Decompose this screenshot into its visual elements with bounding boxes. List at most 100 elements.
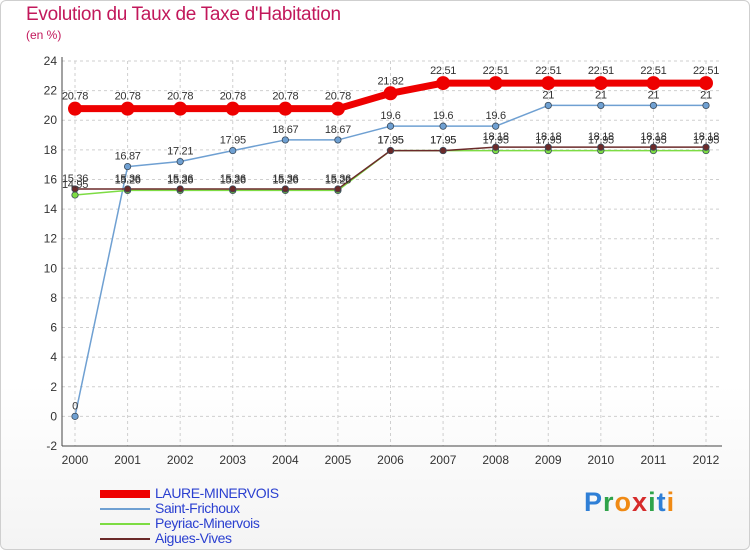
data-point [649,101,658,110]
x-tick-label: 2007 [430,453,457,467]
data-point [702,101,710,110]
data-point [68,101,82,116]
y-tick-label: 0 [50,409,57,423]
data-point [334,136,342,144]
data-label: 19.6 [433,110,453,122]
data-label: 17.95 [377,135,403,147]
data-point [492,143,500,151]
x-tick-label: 2011 [641,453,667,467]
x-tick-label: 2008 [482,453,509,467]
data-point [71,191,79,199]
x-tick-label: 2003 [219,453,246,467]
x-tick-label: 2002 [167,453,194,467]
y-tick-label: -2 [46,439,57,453]
x-tick-label: 2009 [535,453,562,467]
data-label: 18.67 [272,124,298,136]
data-point [439,122,447,130]
data-label: 15.36 [272,173,298,185]
x-tick-label: 2004 [272,453,299,467]
data-label: 16.87 [115,151,141,163]
data-label: 18.18 [640,131,666,143]
proxiti-logo: Proxiti [584,487,675,518]
logo-letter: i [648,487,657,517]
x-tick-label: 2010 [587,453,614,467]
data-label: 20.78 [62,91,88,103]
data-label: 21 [542,89,554,101]
data-point [278,101,293,116]
y-tick-label: 24 [44,54,58,68]
logo-letter: i [666,487,676,517]
data-point [176,157,184,166]
data-label: 22.51 [588,65,614,77]
data-label: 15.36 [220,173,246,185]
data-label: 20.78 [220,91,246,103]
x-tick-label: 2006 [377,453,404,467]
data-point [386,122,395,130]
data-point [281,185,289,193]
y-tick-label: 14 [44,202,58,216]
data-label: 20.78 [167,91,193,103]
x-tick-label: 2000 [62,453,89,467]
logo-letter: x [632,487,649,517]
data-point [71,412,79,420]
data-point [488,76,503,91]
data-label: 17.95 [535,135,561,147]
data-point [176,185,184,193]
data-label: 15.26 [325,174,351,186]
legend-swatch [100,523,150,525]
data-label: 18.18 [693,131,719,143]
chart-title: Evolution du Taux de Taxe d'Habitation [26,4,341,25]
logo-letter: r [603,487,615,517]
chart-subtitle: (en %) [26,28,62,42]
data-label: 18.67 [325,124,351,136]
data-point [281,136,289,144]
data-label: 22.51 [535,65,561,77]
data-label: 20.78 [272,91,298,103]
data-point [544,143,552,151]
logo-letter: P [584,487,604,517]
legend-swatch [100,508,150,510]
data-point [597,101,605,110]
data-label: 22.51 [693,65,719,77]
data-label: 19.6 [380,110,400,122]
data-label: 15.26 [220,174,246,186]
y-tick-label: 20 [44,113,58,127]
data-point [120,101,135,116]
data-point [383,86,398,101]
data-label: 17.95 [693,135,719,147]
data-label: 15.36 [167,173,193,185]
data-label: 20.78 [325,91,351,103]
data-point [173,101,188,116]
data-point [386,146,395,155]
data-label: 17.95 [640,135,666,147]
data-point [330,101,345,116]
data-point [123,185,132,193]
logo-letter: o [614,487,633,517]
y-tick-label: 2 [50,380,57,394]
x-tick-label: 2012 [693,453,720,467]
y-tick-label: 16 [44,172,58,186]
data-point [225,101,240,116]
data-label: 17.95 [220,135,246,147]
data-point [334,185,342,193]
data-point [593,76,608,91]
data-label: 21 [648,89,660,101]
data-label: 14.95 [62,179,88,191]
y-tick-label: 22 [44,84,58,98]
data-label: 21 [700,89,712,101]
data-label: 19.6 [486,110,506,122]
y-tick-label: 12 [44,232,58,246]
x-tick-label: 2005 [325,453,352,467]
data-label: 15.36 [62,173,88,185]
data-label: 17.95 [430,135,456,147]
data-label: 21 [595,89,607,101]
data-point [436,76,451,91]
data-label: 22.51 [483,65,509,77]
logo-letter: t [656,487,667,517]
data-label: 15.26 [115,174,141,186]
data-label: 17.95 [377,135,403,147]
data-label: 15.36 [115,173,141,185]
data-label: 22.51 [640,65,666,77]
